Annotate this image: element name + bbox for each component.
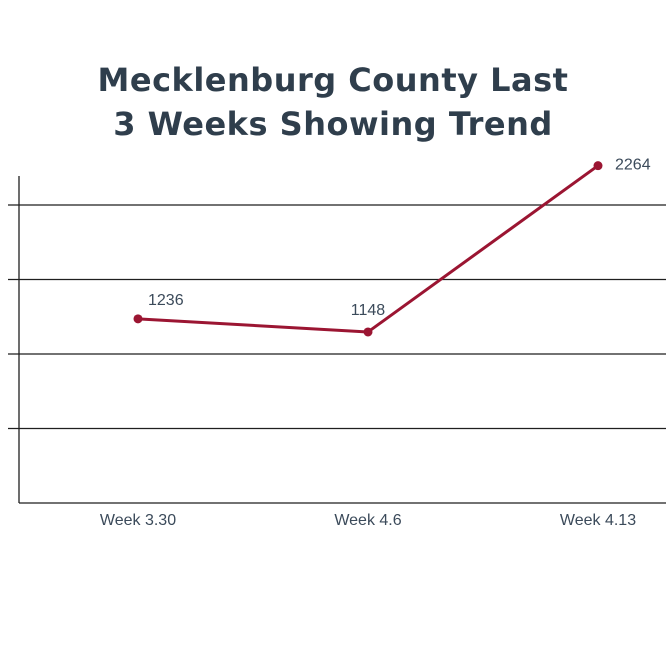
data-label: 1236: [148, 292, 184, 309]
x-tick-label: Week 4.13: [560, 512, 636, 529]
chart-title: Mecklenburg County Last 3 Weeks Showing …: [0, 58, 666, 146]
data-point: [593, 161, 603, 171]
data-label: 2264: [615, 157, 651, 174]
gridlines: [8, 204, 666, 430]
chart-title-line-2: 3 Weeks Showing Trend: [113, 105, 553, 143]
x-tick-labels: Week 3.30 Week 4.6 Week 4.13: [100, 512, 636, 529]
data-point: [363, 327, 373, 337]
x-tick-label: Week 4.6: [334, 512, 401, 529]
data-point: [133, 314, 143, 324]
x-tick-label: Week 3.30: [100, 512, 176, 529]
axes: [18, 176, 666, 504]
chart-title-line-1: Mecklenburg County Last: [97, 61, 569, 99]
series-layer: 1236 1148 2264: [133, 157, 651, 337]
data-label: 1148: [351, 302, 386, 319]
